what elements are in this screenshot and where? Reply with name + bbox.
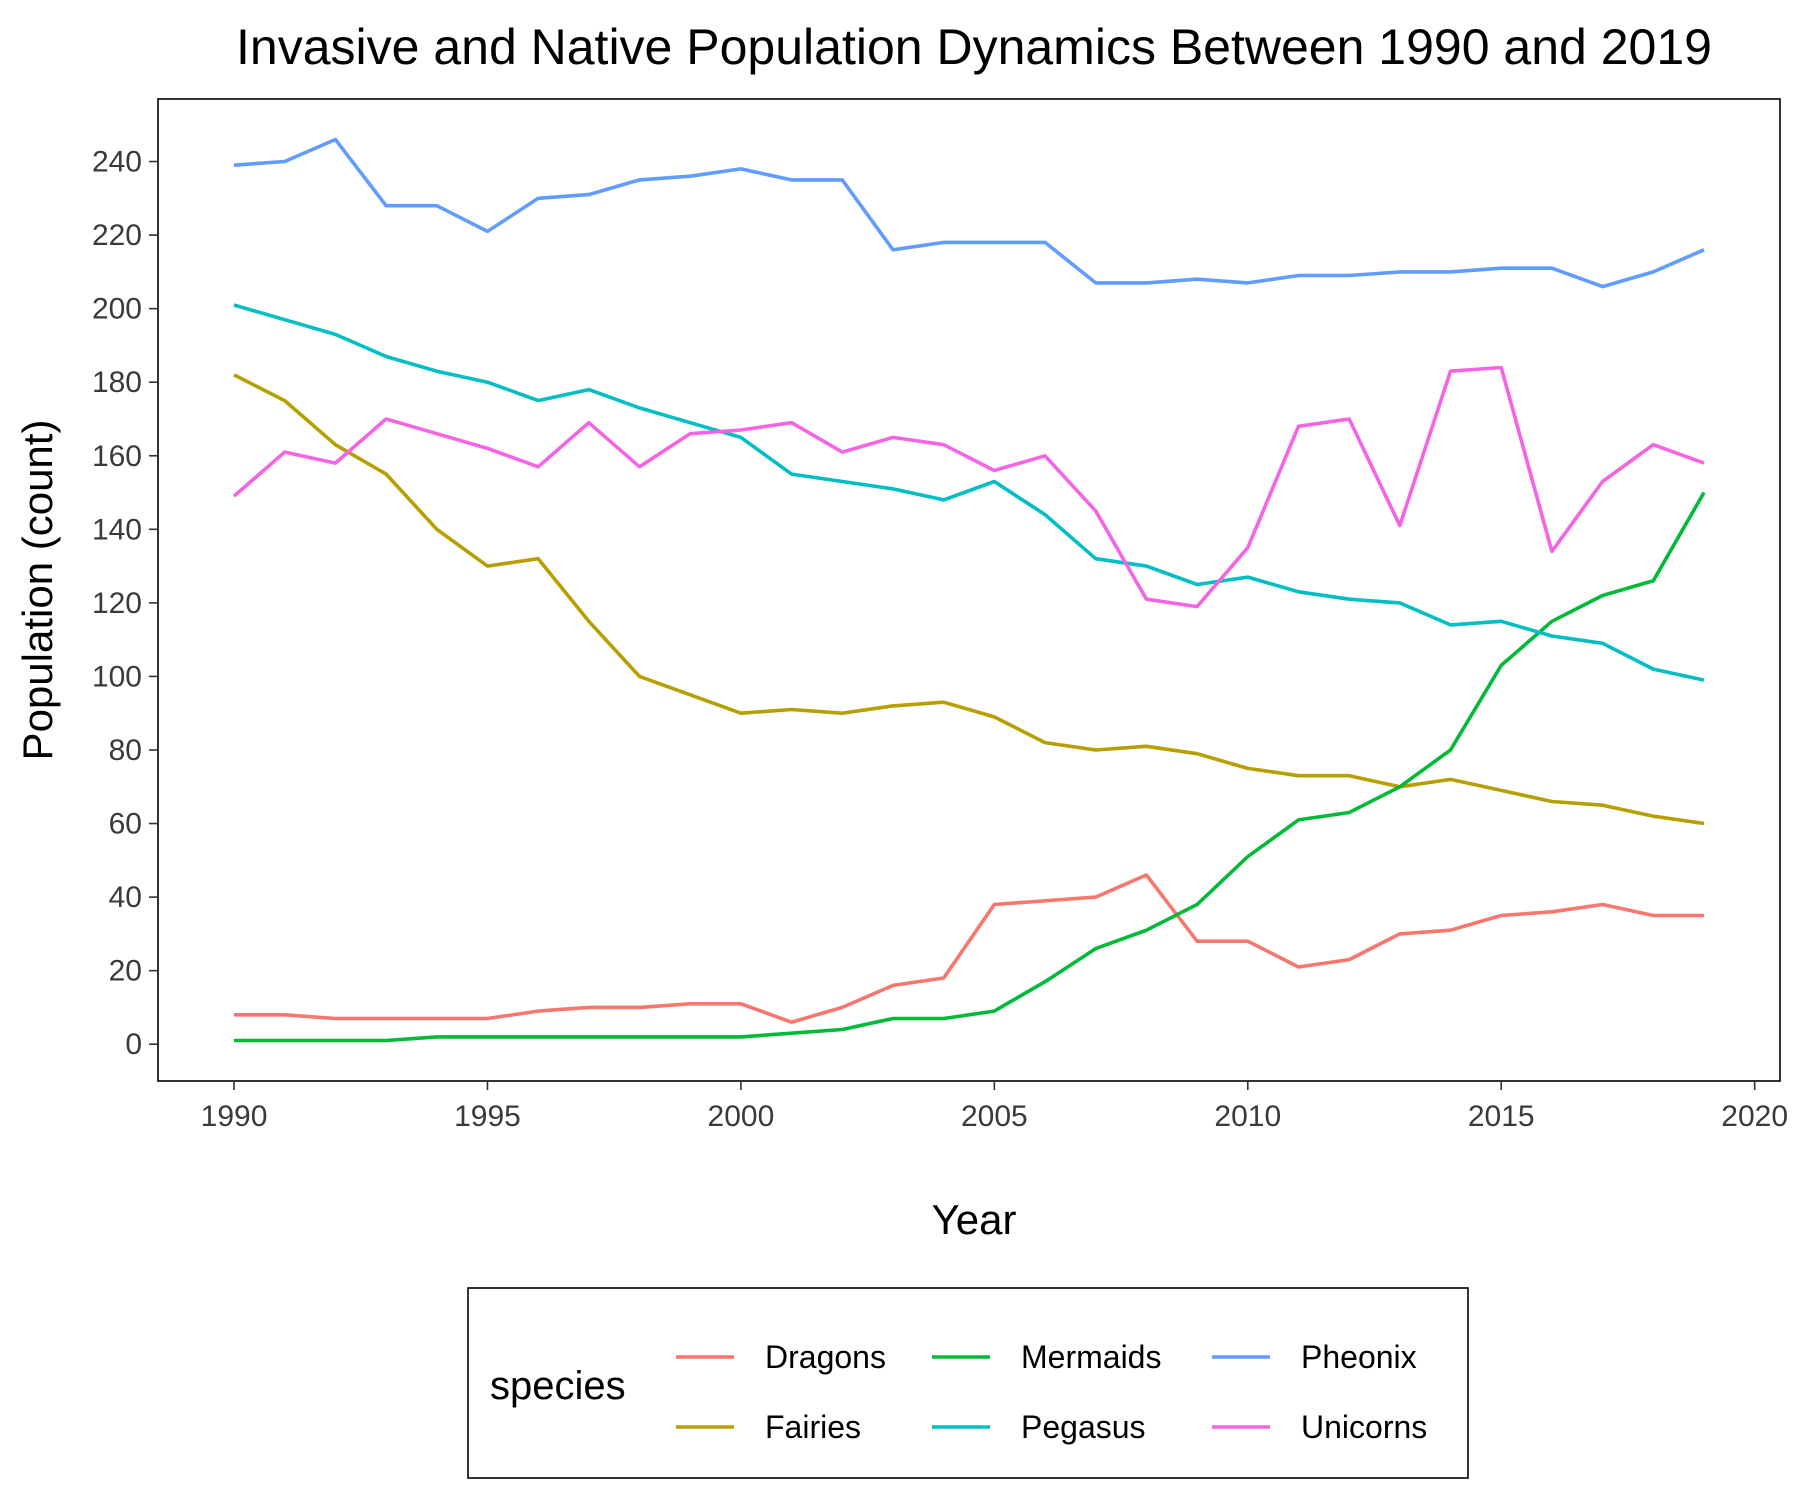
y-axis-title: Population (count): [14, 420, 61, 761]
series-line-mermaids: [234, 491, 1706, 1043]
legend-label-pegasus: Pegasus: [1021, 1409, 1146, 1445]
legend-label-dragons: Dragons: [765, 1339, 886, 1375]
series-line-pegasus: [233, 303, 1705, 682]
plot-panel: [157, 98, 1781, 1082]
series-line-pheonix: [233, 137, 1705, 289]
legend-title: species: [490, 1364, 626, 1408]
x-tick-label: 2010: [1214, 1100, 1281, 1133]
legend-label-fairies: Fairies: [765, 1409, 861, 1445]
series-line-unicorns: [232, 365, 1705, 609]
y-tick-label: 80: [109, 734, 142, 767]
x-tick-label: 1995: [454, 1100, 521, 1133]
y-tick-label: 120: [92, 587, 142, 620]
x-tick-label: 1990: [201, 1100, 268, 1133]
y-tick-label: 20: [109, 955, 142, 988]
y-tick-label: 0: [125, 1028, 142, 1061]
x-axis: 1990 1995 2000 2005 2010 2015 2020: [201, 1081, 1788, 1133]
chart-title: Invasive and Native Population Dynamics …: [236, 19, 1712, 75]
x-tick-label: 2015: [1468, 1100, 1535, 1133]
y-tick-label: 160: [92, 440, 142, 473]
series-line-dragons: [234, 873, 1704, 1025]
legend-label-unicorns: Unicorns: [1301, 1409, 1427, 1445]
legend-box: [467, 1287, 1469, 1479]
y-tick-label: 200: [92, 293, 142, 326]
x-tick-label: 2020: [1721, 1100, 1788, 1133]
y-tick-label: 220: [92, 219, 142, 252]
y-tick-label: 240: [92, 146, 142, 179]
legend-label-mermaids: Mermaids: [1021, 1339, 1161, 1375]
y-axis: 0 20 40 60 80 100 120 140 160 180 200 220 240: [92, 146, 158, 1061]
y-tick-label: 100: [92, 660, 142, 693]
series-line-fairies: [233, 373, 1705, 826]
y-tick-label: 180: [92, 366, 142, 399]
x-tick-label: 2005: [961, 1100, 1028, 1133]
y-tick-label: 40: [109, 881, 142, 914]
legend-label-pheonix: Pheonix: [1301, 1339, 1417, 1375]
x-axis-title: Year: [932, 1196, 1017, 1243]
legend: species Dragons Fairies Mermaids Pegasus Phe…: [467, 1287, 1469, 1479]
x-tick-label: 2000: [708, 1100, 775, 1133]
series-layer: [232, 137, 1706, 1043]
y-tick-label: 60: [109, 808, 142, 841]
y-tick-label: 140: [92, 513, 142, 546]
legend-items: Dragons Fairies Mermaids Pegasus Pheonix Unic…: [676, 1339, 1427, 1445]
